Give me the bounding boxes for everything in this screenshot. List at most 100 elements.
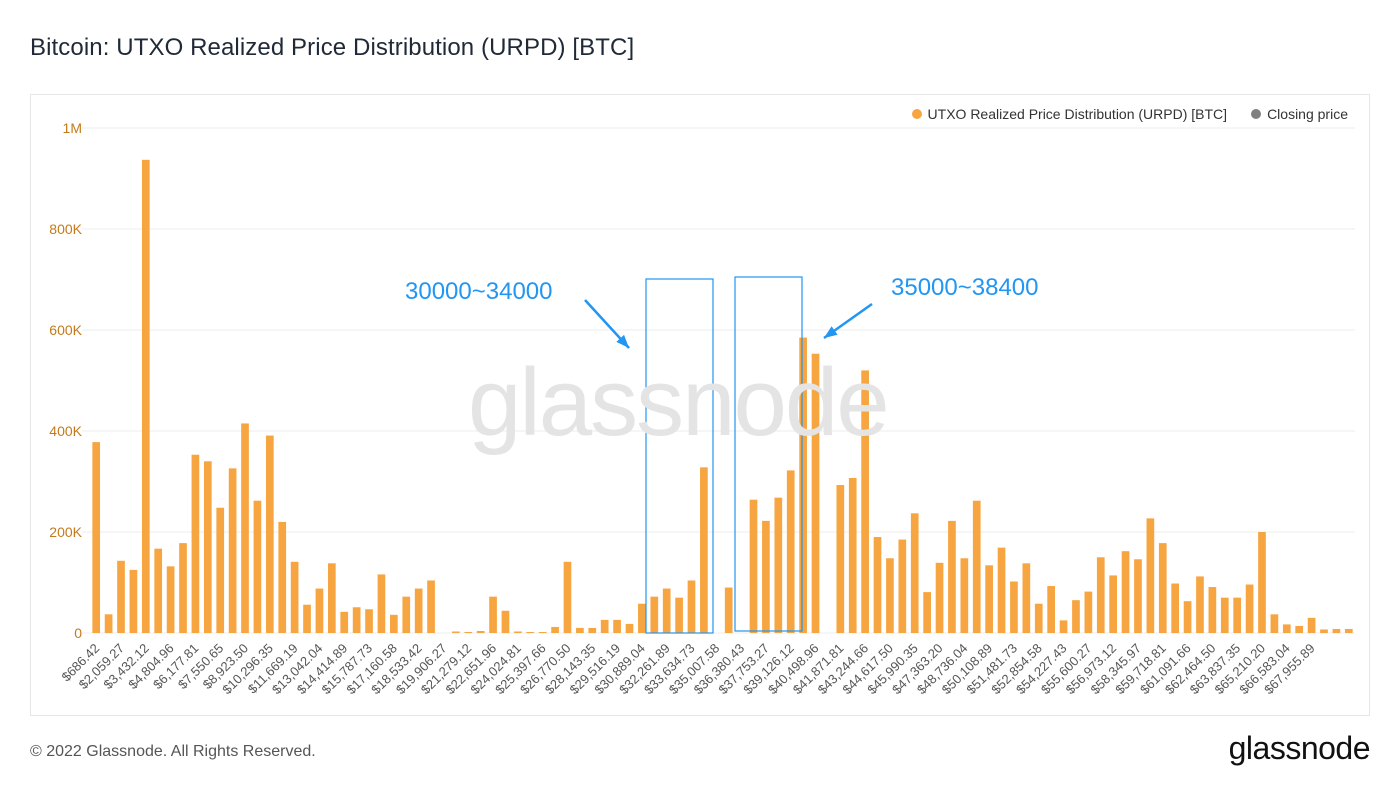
urpd-bar [1109, 575, 1118, 633]
urpd-bar [1320, 629, 1328, 633]
urpd-bar [1332, 628, 1341, 633]
urpd-bar [129, 569, 138, 633]
urpd-bar [141, 159, 150, 633]
urpd-bar [687, 580, 696, 633]
urpd-bar [675, 597, 683, 633]
urpd-bar [1034, 603, 1043, 633]
glassnode-logo[interactable]: glassnode [1228, 730, 1371, 766]
urpd-bar [650, 596, 659, 633]
urpd-bar [1072, 600, 1080, 633]
annotation-arrow-left-head [616, 334, 629, 348]
urpd-bar [662, 588, 671, 633]
urpd-bar [1047, 586, 1055, 633]
urpd-bar [241, 423, 249, 633]
urpd-bar [1307, 617, 1316, 633]
urpd-bar [1084, 591, 1093, 633]
urpd-bar [576, 627, 584, 633]
urpd-bar [613, 619, 621, 633]
urpd-bar [1295, 625, 1304, 633]
urpd-bar [1258, 532, 1266, 633]
urpd-bar [253, 500, 262, 633]
urpd-bar [1233, 597, 1242, 633]
urpd-bar [191, 454, 200, 633]
legend-item-urpd[interactable]: UTXO Realized Price Distribution (URPD) … [911, 106, 1228, 122]
y-tick-label: 400K [49, 423, 82, 439]
urpd-bar [985, 565, 993, 633]
y-tick-label: 1M [63, 120, 82, 136]
urpd-bar [1022, 563, 1031, 633]
urpd-bar [414, 588, 423, 633]
urpd-bar [724, 587, 733, 633]
urpd-bar [228, 468, 237, 633]
page-title: Bitcoin: UTXO Realized Price Distributio… [30, 34, 635, 61]
y-tick-label: 0 [74, 625, 82, 641]
legend-dot-closing [1251, 109, 1262, 119]
urpd-bar [340, 611, 349, 633]
urpd-bar [216, 507, 225, 633]
annotation-box-left [645, 278, 714, 634]
urpd-bar [1171, 583, 1180, 633]
urpd-bar [1146, 518, 1155, 633]
urpd-bar [402, 596, 411, 633]
annotation-left-label: 30000~34000 [405, 278, 553, 305]
urpd-bar [811, 353, 820, 633]
urpd-bar [1208, 587, 1217, 633]
legend-label-closing: Closing price [1267, 106, 1348, 122]
urpd-bar [489, 596, 497, 633]
urpd-bar [1183, 601, 1192, 633]
urpd-bar [997, 547, 1006, 633]
urpd-bar [923, 592, 931, 633]
urpd-bar [166, 566, 175, 633]
urpd-bar [972, 500, 981, 633]
legend-label-urpd: UTXO Realized Price Distribution (URPD) … [927, 106, 1228, 122]
urpd-bar [1010, 581, 1018, 633]
legend: UTXO Realized Price Distribution (URPD) … [911, 106, 1348, 122]
urpd-bar [476, 630, 485, 633]
urpd-bar [104, 614, 113, 633]
urpd-bar [1196, 576, 1204, 633]
urpd-bar [526, 631, 535, 633]
urpd-bar [749, 499, 758, 633]
urpd-bar [1245, 584, 1254, 633]
urpd-bar [303, 604, 311, 633]
legend-item-closing[interactable]: Closing price [1251, 106, 1348, 122]
urpd-bar [278, 521, 287, 633]
urpd-bar [600, 619, 609, 633]
urpd-bar [514, 631, 522, 633]
urpd-bar [762, 520, 770, 633]
urpd-bar [1059, 620, 1068, 633]
urpd-bar [563, 561, 572, 633]
annotation-right-label: 35000~38400 [891, 274, 1039, 301]
urpd-bar [700, 467, 708, 633]
urpd-bar [501, 610, 510, 633]
y-tick-label: 600K [49, 322, 82, 338]
urpd-bar [551, 626, 559, 633]
annotation-box-right [734, 276, 803, 632]
urpd-bar [1270, 614, 1279, 633]
urpd-bar [327, 563, 336, 633]
legend-dot-urpd [911, 109, 922, 119]
urpd-bar [625, 623, 634, 633]
urpd-bar [799, 337, 807, 633]
urpd-bar [92, 442, 101, 633]
urpd-bar [1121, 551, 1130, 633]
urpd-bar [179, 543, 187, 633]
urpd-bar [1220, 597, 1229, 633]
urpd-bar [365, 609, 373, 633]
urpd-bar [1158, 543, 1167, 633]
urpd-bar [117, 560, 125, 633]
urpd-bar [836, 485, 845, 633]
urpd-bar [452, 631, 460, 633]
urpd-bar [1134, 559, 1142, 633]
urpd-bar [861, 370, 869, 633]
urpd-bar [638, 603, 646, 633]
urpd-bar [390, 614, 398, 633]
urpd-bar [464, 631, 473, 633]
urpd-bar [910, 513, 919, 633]
urpd-bar [960, 558, 969, 633]
urpd-bar [377, 574, 386, 633]
urpd-bar [265, 435, 274, 633]
urpd-bar [290, 561, 299, 633]
urpd-bar [538, 631, 547, 633]
